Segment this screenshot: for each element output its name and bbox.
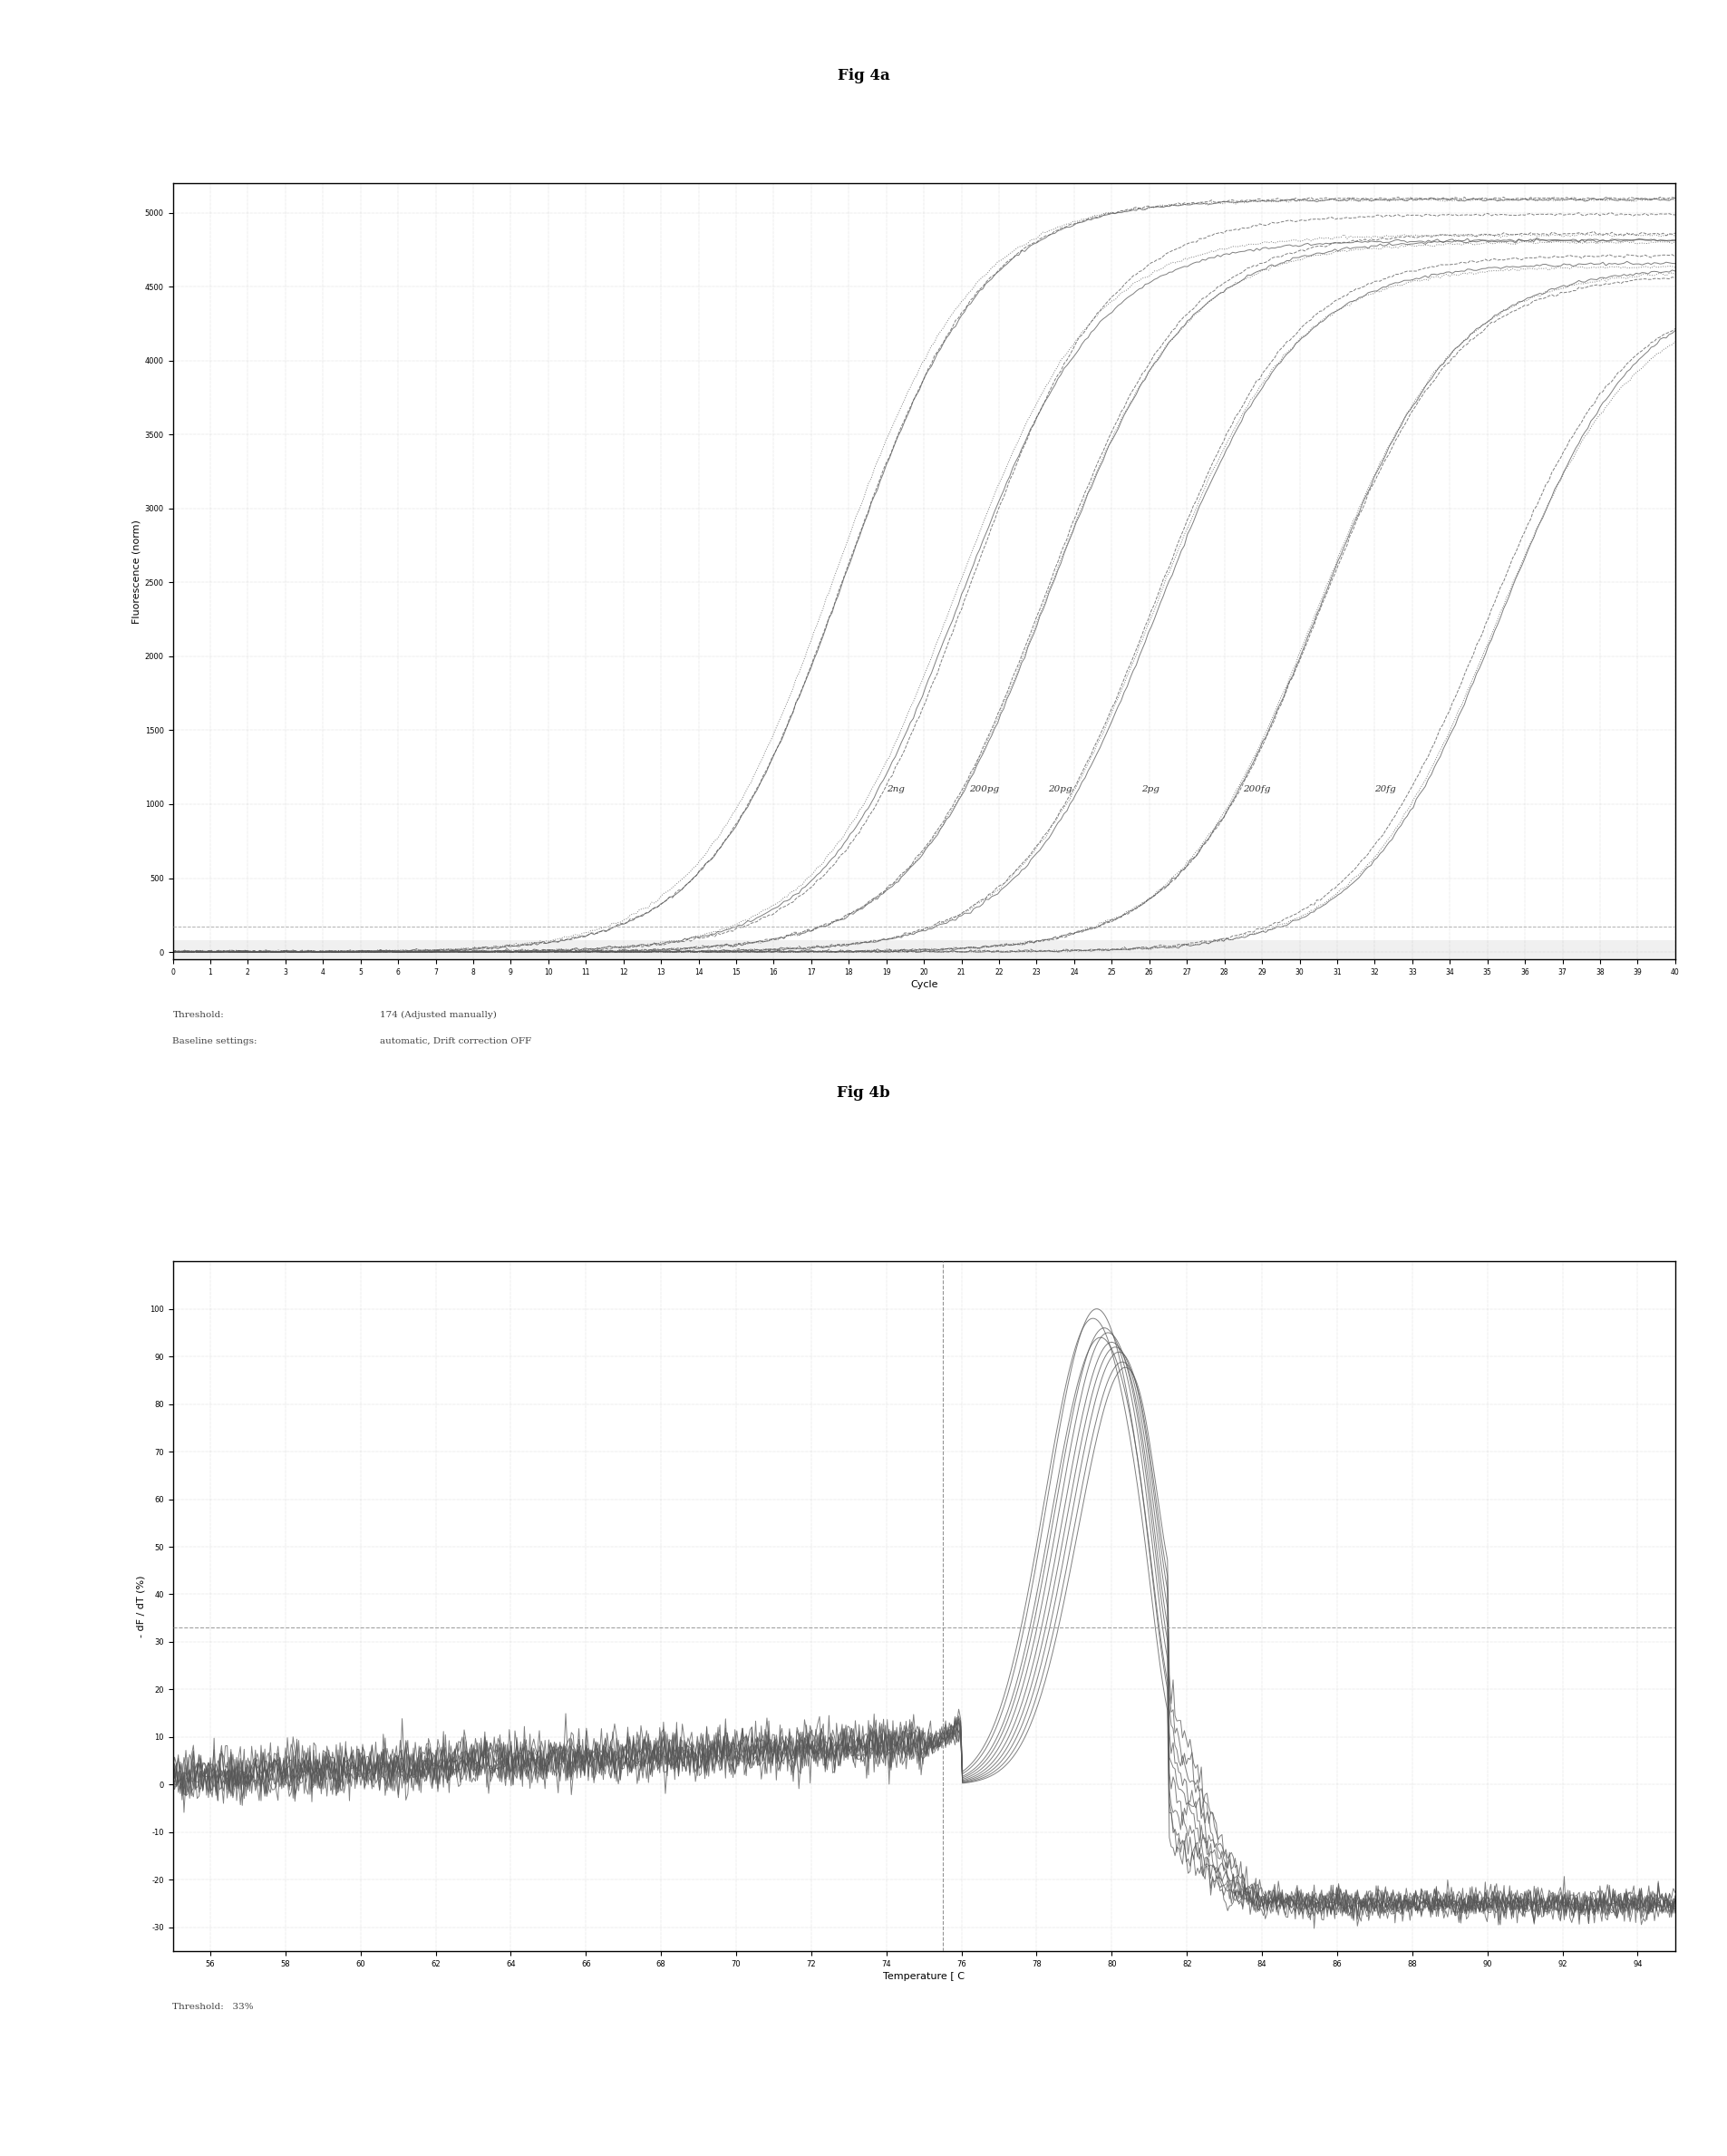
Text: 200fg: 200fg: [1243, 785, 1271, 793]
Bar: [173, 940, 1675, 959]
Text: automatic, Drift correction OFF: automatic, Drift correction OFF: [380, 1037, 532, 1046]
Text: Fig 4b: Fig 4b: [838, 1084, 889, 1102]
Y-axis label: - dF / dT (%): - dF / dT (%): [136, 1576, 145, 1636]
Text: 2ng: 2ng: [886, 785, 905, 793]
X-axis label: Temperature [ C: Temperature [ C: [882, 1973, 965, 1981]
Y-axis label: Fluorescence (norm): Fluorescence (norm): [131, 520, 142, 623]
Text: 200pg: 200pg: [969, 785, 998, 793]
Text: Fig 4a: Fig 4a: [838, 67, 889, 84]
Text: Baseline settings:: Baseline settings:: [173, 1037, 257, 1046]
Text: 20fg: 20fg: [1375, 785, 1395, 793]
Text: Threshold:   33%: Threshold: 33%: [173, 2003, 254, 2012]
X-axis label: Cycle: Cycle: [910, 981, 938, 990]
Text: 174 (Adjusted manually): 174 (Adjusted manually): [380, 1011, 497, 1020]
Text: Threshold:: Threshold:: [173, 1011, 225, 1020]
Text: 2pg: 2pg: [1142, 785, 1161, 793]
Text: 20pg: 20pg: [1048, 785, 1072, 793]
